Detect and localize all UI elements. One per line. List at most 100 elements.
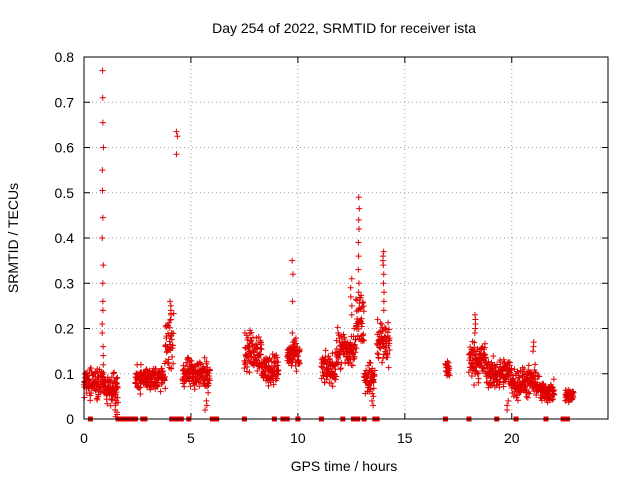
data-point [88,390,95,397]
data-point [99,307,106,314]
data-point [84,369,91,376]
data-point [367,386,374,393]
data-point [530,343,537,350]
data-point [470,347,477,354]
data-point [570,394,577,401]
data-point [167,298,174,305]
data-point [113,389,120,396]
data-point [294,352,301,359]
data-point [471,382,478,389]
data-point [92,369,99,376]
data-point [137,390,144,397]
data-point [205,389,212,396]
data-point [493,361,500,368]
data-point [507,371,514,378]
data-point [248,329,255,336]
data-point [532,369,539,376]
data-point [371,367,378,374]
data-point [249,334,256,341]
data-point [361,337,368,344]
data-point [380,327,387,334]
data-point [539,380,546,387]
y-axis-label: SRMTID / TECUs [5,183,21,293]
data-point [474,370,481,377]
data-point [481,340,488,347]
data-point [540,381,547,388]
data-point [565,399,572,406]
data-point [521,366,528,373]
data-point [550,388,557,395]
data-point [173,128,180,135]
data-point [482,355,489,362]
data-point [380,262,387,269]
data-point [170,310,177,317]
data-point [289,257,296,264]
data-point [275,367,282,374]
data-point [329,350,336,357]
data-point [504,373,511,380]
x-tick-label: 15 [397,430,413,446]
data-point [254,367,261,374]
data-point [265,382,272,389]
data-point [248,337,255,344]
data-point [358,315,365,322]
data-point [323,376,330,383]
data-point [114,374,121,381]
y-tick-label: 0.5 [55,185,75,201]
data-point [380,351,387,358]
data-point [274,362,281,369]
data-point [204,383,211,390]
data-point [536,373,543,380]
data-point [173,151,180,158]
data-point [384,354,391,361]
data-point [500,383,507,390]
data-point [180,362,187,369]
data-point [352,336,359,343]
data-point [380,298,387,305]
data-point [158,380,165,387]
data-point [530,348,537,355]
data-point [475,370,482,377]
data-point [187,383,194,390]
data-point [274,354,281,361]
data-point [174,133,181,140]
data-point [296,345,303,352]
data-point [381,289,388,296]
data-point [100,352,107,359]
data-point [519,368,526,375]
data-point [377,320,384,327]
data-point [370,393,377,400]
data-point [345,359,352,366]
data-point [289,298,296,305]
data-point [169,342,176,349]
data-point [241,365,248,372]
data-point [358,292,365,299]
data-point [337,365,344,372]
data-point [525,389,532,396]
x-tick-label: 10 [290,430,306,446]
data-point [374,350,381,357]
data-point [97,386,104,393]
data-point [99,67,106,74]
data-point [244,363,251,370]
data-point [201,354,208,361]
data-point [349,350,356,357]
data-point [289,339,296,346]
data-point [100,361,107,368]
data-point [468,373,475,380]
y-tick-label: 0.6 [55,140,75,156]
data-point [191,386,198,393]
data-point [257,351,264,358]
data-point [258,346,265,353]
data-point [99,280,106,287]
axis-tick-labels: 0 0.1 0.2 0.3 0.4 0.5 0.6 0.7 0.8 0 5 10 15 20 [55,49,520,446]
data-point [365,362,372,369]
data-point [380,355,387,362]
data-point [196,383,203,390]
data-point [275,359,282,366]
data-point [359,320,366,327]
data-point [333,373,340,380]
data-point [349,362,356,369]
data-point [110,370,117,377]
